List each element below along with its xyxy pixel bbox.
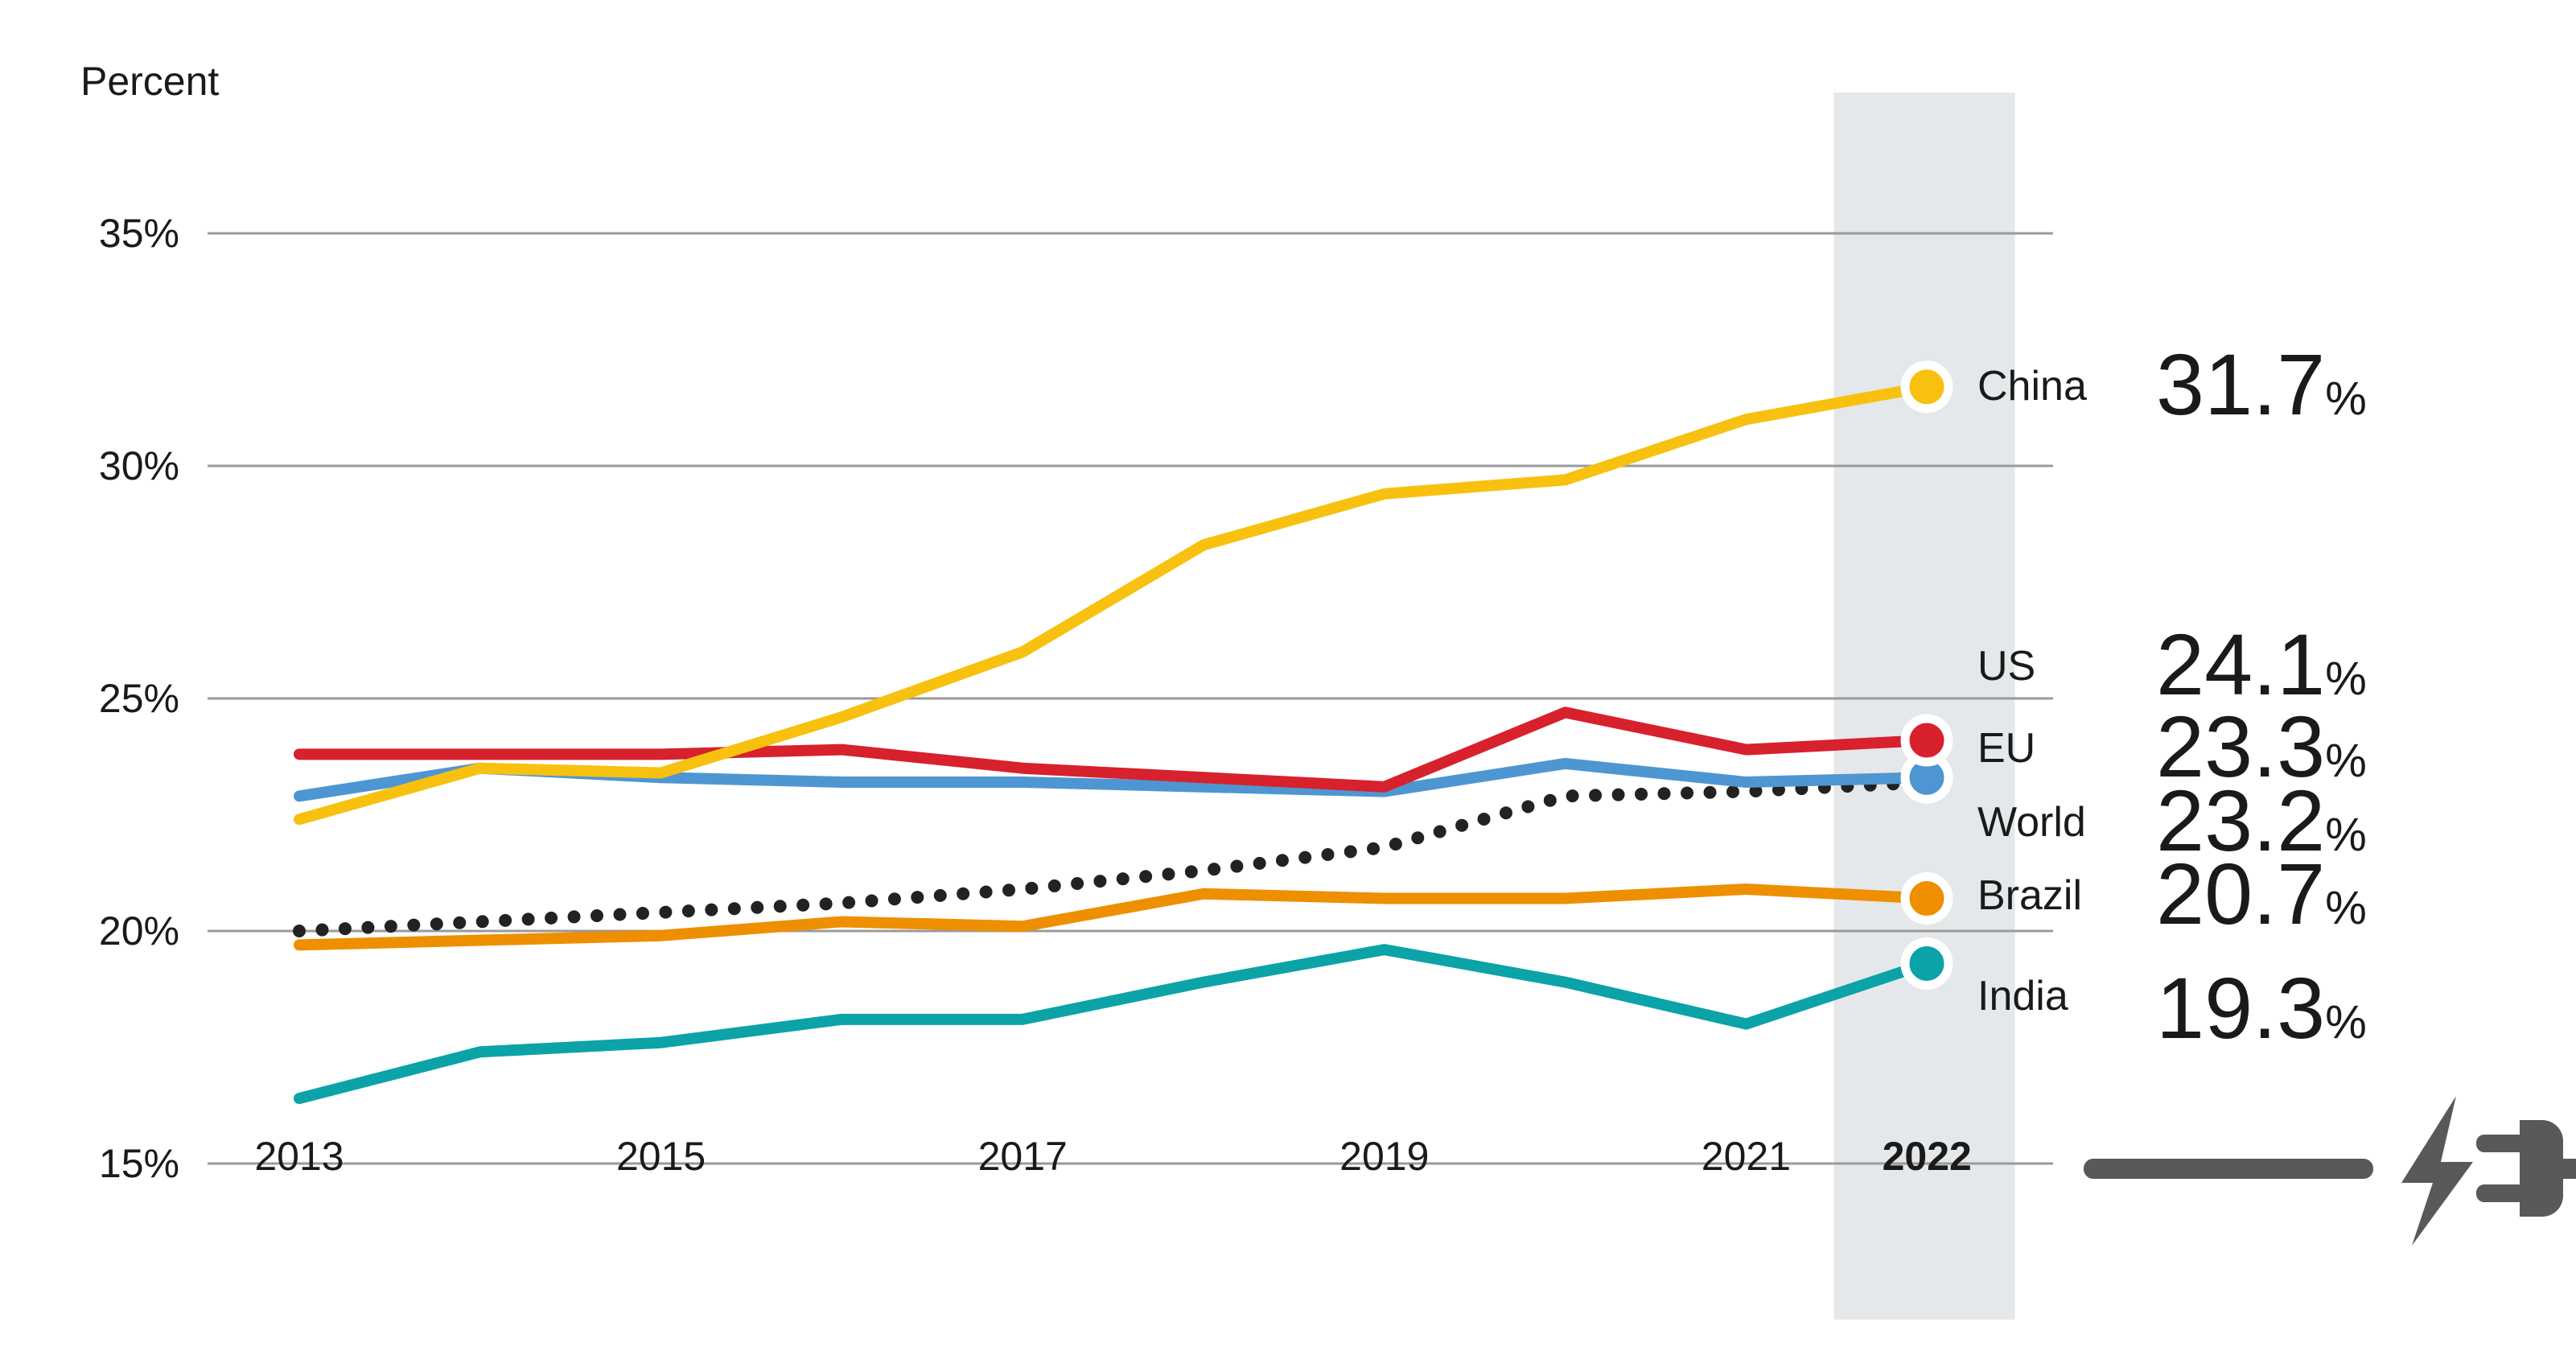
legend-value-suffix-eu: % (2325, 735, 2367, 787)
plug-body (2520, 1120, 2563, 1217)
legend-value-suffix-world: % (2325, 809, 2367, 861)
y-tick-label-15: 15% (99, 1141, 179, 1186)
legend-label-us: US (1977, 643, 2035, 690)
axis-title-percent: Percent (80, 59, 219, 104)
plug-cord-stub (2562, 1159, 2576, 1179)
power-cord-plug-icon (2084, 1096, 2576, 1246)
x-tick-label-2013: 2013 (254, 1134, 344, 1179)
end-dot-us (1900, 714, 1953, 767)
x-tick-label-2019: 2019 (1339, 1134, 1429, 1179)
series-line-us (294, 706, 1933, 793)
series-line-china (294, 381, 1933, 826)
series-line-brazil (294, 883, 1933, 951)
x-tick-label-2022: 2022 (1883, 1134, 1972, 1179)
y-tick-label-25: 25% (99, 676, 179, 721)
y-tick-label-35: 35% (99, 211, 179, 256)
end-dot-brazil (1900, 872, 1953, 925)
lightning-bolt-icon (2401, 1096, 2473, 1246)
highlight-band-2022 (1833, 93, 2015, 1320)
legend-label-india: India (1977, 973, 2068, 1020)
end-dot-india (1900, 937, 1953, 990)
plug-prong-bottom (2476, 1184, 2526, 1202)
x-tick-label-2017: 2017 (978, 1134, 1068, 1179)
x-tick-label-2015: 2015 (616, 1134, 706, 1179)
y-tick-label-30: 30% (99, 443, 179, 488)
plug-prong-top (2476, 1135, 2526, 1152)
legend-label-world: World (1977, 799, 2086, 846)
legend-value-china: 31.7% (2156, 336, 2367, 433)
series-line-world (293, 776, 1934, 937)
legend-value-eu: 23.3% (2156, 698, 2367, 795)
legend-value-suffix-us: % (2325, 653, 2367, 705)
legend-label-brazil: Brazil (1977, 872, 2082, 919)
legend-value-suffix-india: % (2325, 996, 2367, 1048)
series-line-india (294, 944, 1933, 1105)
legend-value-suffix-brazil: % (2325, 882, 2367, 934)
cord-line (2084, 1159, 2373, 1179)
end-dot-china (1900, 360, 1953, 414)
legend-value-india: 19.3% (2156, 959, 2367, 1057)
x-tick-label-2021: 2021 (1702, 1134, 1791, 1179)
y-tick-label-20: 20% (99, 908, 179, 954)
legend-label-eu: EU (1977, 725, 2035, 772)
legend-value-suffix-china: % (2325, 373, 2367, 425)
legend-label-china: China (1977, 363, 2087, 410)
